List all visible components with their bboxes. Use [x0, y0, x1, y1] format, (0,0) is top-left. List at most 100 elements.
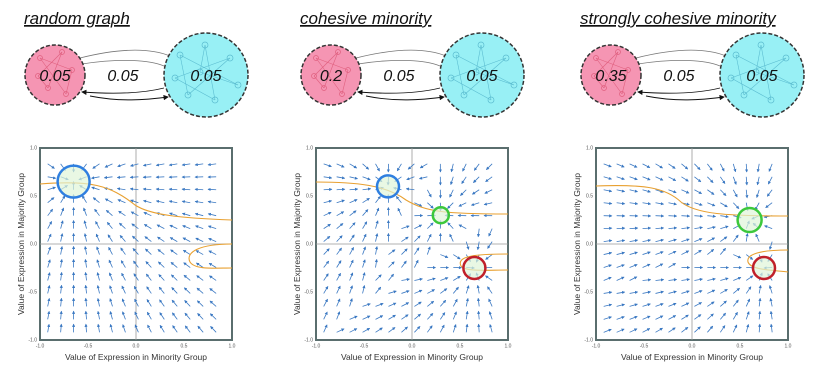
- flow-arrow: [694, 326, 701, 333]
- flow-arrow: [362, 259, 366, 268]
- inner-node: [460, 91, 468, 99]
- flow-arrow: [733, 254, 742, 259]
- inner-node: [619, 91, 625, 97]
- inner-node: [171, 74, 179, 82]
- flow-arrow: [616, 226, 626, 230]
- flow-arrow: [768, 285, 773, 294]
- separatrix: [315, 181, 509, 215]
- flow-arrow: [616, 189, 626, 193]
- flow-arrow: [720, 288, 728, 294]
- flow-arrow: [694, 226, 703, 230]
- flow-arrow: [96, 246, 100, 255]
- flow-arrow: [485, 176, 493, 183]
- flow-arrow: [122, 324, 126, 333]
- flow-arrow: [655, 290, 664, 294]
- flow-arrow: [603, 290, 613, 295]
- flow-arrow: [642, 290, 652, 294]
- flow-arrow: [720, 189, 727, 197]
- flow-arrow: [655, 176, 664, 181]
- flow-arrow: [603, 251, 613, 255]
- flow-arrow: [171, 299, 178, 307]
- flow-arrow: [91, 186, 100, 191]
- inner-node: [740, 91, 748, 99]
- inner-node: [732, 51, 740, 59]
- flow-arrow: [603, 239, 613, 243]
- flow-arrow: [323, 223, 331, 229]
- flow-arrow: [96, 297, 100, 307]
- flow-arrow: [642, 176, 651, 181]
- flow-arrow: [158, 274, 165, 281]
- flow-arrow: [323, 273, 329, 281]
- x-tick-label: -0.5: [360, 343, 369, 349]
- flow-arrow: [375, 233, 379, 242]
- flow-arrow: [336, 176, 346, 180]
- flow-arrow: [207, 212, 217, 217]
- flow-arrow: [147, 324, 152, 333]
- flow-arrow: [668, 238, 677, 242]
- inner-node: [184, 91, 192, 99]
- flow-arrow: [47, 208, 53, 216]
- flow-arrow: [90, 176, 100, 180]
- flow-arrow: [745, 311, 750, 320]
- flow-arrow: [108, 272, 113, 281]
- flow-arrow: [406, 176, 415, 181]
- flow-arrow: [452, 286, 459, 294]
- flow-arrow: [397, 207, 402, 216]
- inner-node: [757, 41, 765, 49]
- inner-node: [601, 85, 607, 91]
- flow-arrow: [720, 202, 728, 208]
- flow-arrow: [414, 235, 421, 242]
- flow-arrow: [458, 202, 467, 207]
- flow-arrow: [629, 303, 638, 307]
- flow-arrow: [655, 163, 663, 169]
- inner-edge: [341, 69, 349, 95]
- flow-arrow: [629, 226, 639, 230]
- flow-arrow: [349, 315, 358, 320]
- flow-arrow: [336, 199, 345, 204]
- flow-arrow: [133, 285, 139, 294]
- inner-node: [790, 81, 798, 89]
- inner-edge: [730, 57, 787, 79]
- flow-arrow: [756, 189, 760, 199]
- flow-arrow: [616, 303, 626, 307]
- flow-arrow: [374, 258, 378, 268]
- flow-arrow: [616, 176, 625, 181]
- flow-arrow: [629, 264, 638, 268]
- x-tick-label: -1.0: [312, 343, 321, 349]
- flow-arrow: [184, 300, 191, 307]
- flow-arrow: [84, 297, 88, 307]
- flow-arrow: [59, 323, 63, 333]
- flow-arrow: [159, 299, 165, 307]
- flow-arrow: [195, 250, 204, 255]
- flow-arrow: [453, 254, 461, 260]
- y-tick-label: 0.0: [30, 241, 37, 247]
- flow-arrow: [196, 287, 204, 294]
- flow-arrow: [107, 234, 113, 242]
- separatrix: [188, 243, 233, 269]
- flow-arrow: [133, 260, 139, 268]
- inner-edge: [315, 57, 349, 71]
- flow-arrow: [196, 275, 204, 281]
- flow-arrow: [116, 175, 126, 179]
- x-tick-label: 1.0: [785, 343, 792, 349]
- x-tick-label: -1.0: [36, 343, 45, 349]
- inner-edge: [323, 51, 339, 89]
- flow-arrow: [616, 276, 625, 281]
- flow-arrow: [83, 233, 87, 242]
- flow-arrow: [707, 237, 716, 242]
- flow-arrow: [450, 163, 454, 173]
- flow-arrow: [629, 201, 639, 206]
- flow-arrow: [707, 202, 716, 207]
- flow-arrow: [447, 222, 454, 229]
- flow-arrow: [134, 298, 139, 307]
- flow-arrow: [401, 248, 408, 255]
- flow-arrow: [47, 323, 51, 333]
- flow-arrow: [182, 225, 191, 230]
- minority-density: 0.2: [320, 68, 342, 85]
- inner-edge: [475, 71, 515, 86]
- flow-arrow: [395, 196, 402, 203]
- inner-edge: [174, 57, 231, 79]
- flow-arrow: [616, 251, 626, 255]
- flow-arrow: [196, 300, 204, 307]
